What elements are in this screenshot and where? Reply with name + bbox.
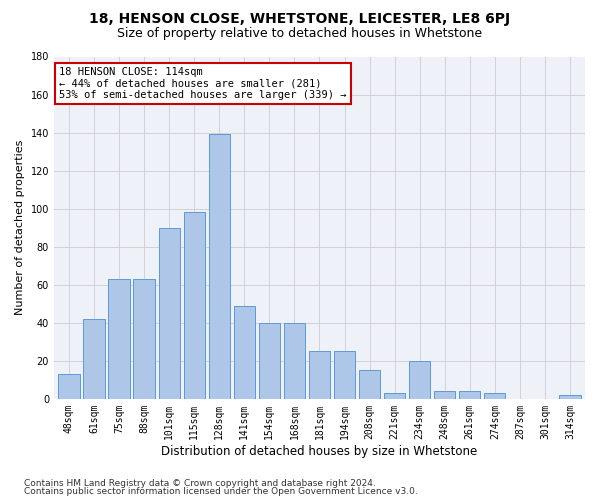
Bar bbox=[184, 212, 205, 399]
Y-axis label: Number of detached properties: Number of detached properties bbox=[15, 140, 25, 316]
Bar bbox=[284, 323, 305, 399]
Bar bbox=[233, 306, 255, 399]
Text: Size of property relative to detached houses in Whetstone: Size of property relative to detached ho… bbox=[118, 28, 482, 40]
Text: Contains public sector information licensed under the Open Government Licence v3: Contains public sector information licen… bbox=[24, 487, 418, 496]
Bar bbox=[484, 393, 505, 399]
Bar bbox=[309, 352, 330, 399]
Bar bbox=[384, 393, 405, 399]
Bar bbox=[158, 228, 180, 399]
Bar bbox=[58, 374, 80, 399]
Bar bbox=[559, 395, 581, 399]
Bar bbox=[359, 370, 380, 399]
Bar bbox=[409, 361, 430, 399]
Text: 18, HENSON CLOSE, WHETSTONE, LEICESTER, LE8 6PJ: 18, HENSON CLOSE, WHETSTONE, LEICESTER, … bbox=[89, 12, 511, 26]
Bar bbox=[259, 323, 280, 399]
Bar bbox=[83, 319, 104, 399]
Bar bbox=[133, 279, 155, 399]
X-axis label: Distribution of detached houses by size in Whetstone: Distribution of detached houses by size … bbox=[161, 444, 478, 458]
Bar bbox=[459, 391, 481, 399]
Bar bbox=[109, 279, 130, 399]
Bar bbox=[334, 352, 355, 399]
Bar bbox=[209, 134, 230, 399]
Text: Contains HM Land Registry data © Crown copyright and database right 2024.: Contains HM Land Registry data © Crown c… bbox=[24, 478, 376, 488]
Text: 18 HENSON CLOSE: 114sqm
← 44% of detached houses are smaller (281)
53% of semi-d: 18 HENSON CLOSE: 114sqm ← 44% of detache… bbox=[59, 67, 347, 100]
Bar bbox=[434, 391, 455, 399]
